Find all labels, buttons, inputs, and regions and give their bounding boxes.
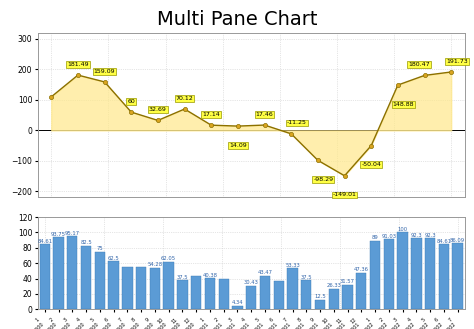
Bar — [67, 236, 77, 309]
Text: 17.46: 17.46 — [255, 112, 273, 117]
Text: 100: 100 — [398, 227, 408, 232]
Bar — [246, 286, 256, 309]
Text: 37.5: 37.5 — [301, 275, 312, 280]
Bar — [122, 267, 133, 309]
Bar — [109, 261, 119, 309]
Text: 84.61: 84.61 — [37, 239, 52, 244]
Bar — [219, 279, 229, 309]
Text: 148.88: 148.88 — [392, 102, 414, 107]
Bar — [40, 244, 50, 309]
Bar — [411, 239, 421, 309]
Text: 17.14: 17.14 — [202, 112, 220, 117]
Bar — [315, 300, 325, 309]
Text: 26.33: 26.33 — [327, 283, 341, 289]
Text: 12.5: 12.5 — [314, 294, 326, 299]
Text: 93.75: 93.75 — [51, 232, 66, 237]
Text: 159.09: 159.09 — [94, 68, 115, 74]
Text: 14.09: 14.09 — [229, 143, 247, 148]
Text: 60: 60 — [128, 99, 135, 104]
Text: 86.09: 86.09 — [450, 238, 465, 242]
Bar — [287, 268, 298, 309]
Text: Multi Pane Chart: Multi Pane Chart — [157, 10, 317, 29]
Text: 84.61: 84.61 — [436, 239, 451, 244]
Text: 89: 89 — [372, 235, 378, 240]
Bar — [273, 281, 284, 309]
Bar — [356, 273, 366, 309]
Text: 92.3: 92.3 — [410, 233, 422, 238]
Bar — [81, 246, 91, 309]
Text: 95.17: 95.17 — [65, 231, 80, 236]
Bar — [397, 233, 408, 309]
Text: -11.25: -11.25 — [287, 120, 307, 125]
Bar — [301, 280, 311, 309]
Text: 53.33: 53.33 — [285, 263, 300, 268]
Text: 181.49: 181.49 — [67, 62, 89, 67]
Text: 62.5: 62.5 — [108, 256, 119, 261]
Bar — [383, 240, 394, 309]
Text: 37.5: 37.5 — [177, 275, 188, 280]
Text: 30.43: 30.43 — [244, 280, 259, 285]
Bar — [232, 306, 243, 309]
Bar — [328, 289, 339, 309]
Text: 47.36: 47.36 — [354, 267, 369, 272]
Text: 54.28: 54.28 — [147, 262, 163, 267]
Bar — [136, 267, 146, 309]
Bar — [191, 276, 201, 309]
Text: 191.73: 191.73 — [446, 59, 468, 63]
Text: -149.01: -149.01 — [333, 192, 356, 197]
Bar — [260, 276, 270, 309]
Text: 43.47: 43.47 — [257, 270, 273, 275]
Bar — [453, 243, 463, 309]
Bar — [164, 262, 174, 309]
Text: -50.04: -50.04 — [361, 162, 381, 167]
Text: 40.38: 40.38 — [202, 273, 218, 278]
Text: 31.57: 31.57 — [340, 279, 355, 284]
Bar — [95, 252, 105, 309]
Bar — [425, 239, 435, 309]
Text: 180.47: 180.47 — [408, 62, 430, 67]
Text: 92.3: 92.3 — [424, 233, 436, 238]
Text: 4.34: 4.34 — [232, 300, 243, 305]
Text: 70.12: 70.12 — [176, 96, 193, 101]
Bar — [439, 244, 449, 309]
Bar — [177, 280, 188, 309]
Text: 91.03: 91.03 — [381, 234, 396, 239]
Bar — [370, 241, 380, 309]
Bar — [205, 278, 215, 309]
Bar — [150, 267, 160, 309]
Text: 62.05: 62.05 — [161, 256, 176, 261]
Text: 32.69: 32.69 — [149, 107, 167, 112]
Bar — [54, 237, 64, 309]
Bar — [342, 285, 353, 309]
Text: -98.29: -98.29 — [313, 177, 334, 182]
Text: 82.5: 82.5 — [80, 240, 92, 245]
Text: 75: 75 — [97, 246, 103, 251]
